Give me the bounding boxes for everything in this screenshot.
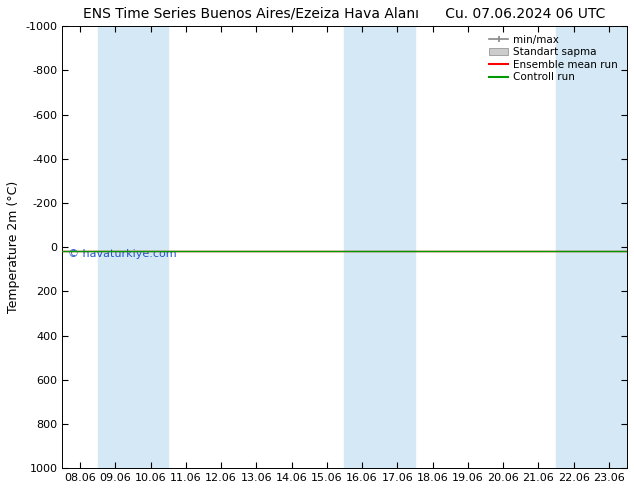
Title: ENS Time Series Buenos Aires/Ezeiza Hava Alanı      Cu. 07.06.2024 06 UTC: ENS Time Series Buenos Aires/Ezeiza Hava…: [83, 7, 605, 21]
Bar: [556, 26, 626, 468]
Y-axis label: Temperature 2m (°C): Temperature 2m (°C): [7, 181, 20, 314]
Bar: [98, 26, 168, 468]
Text: © havaturkiye.com: © havaturkiye.com: [68, 249, 177, 259]
Legend: min/max, Standart sapma, Ensemble mean run, Controll run: min/max, Standart sapma, Ensemble mean r…: [486, 31, 621, 86]
Bar: [344, 26, 415, 468]
